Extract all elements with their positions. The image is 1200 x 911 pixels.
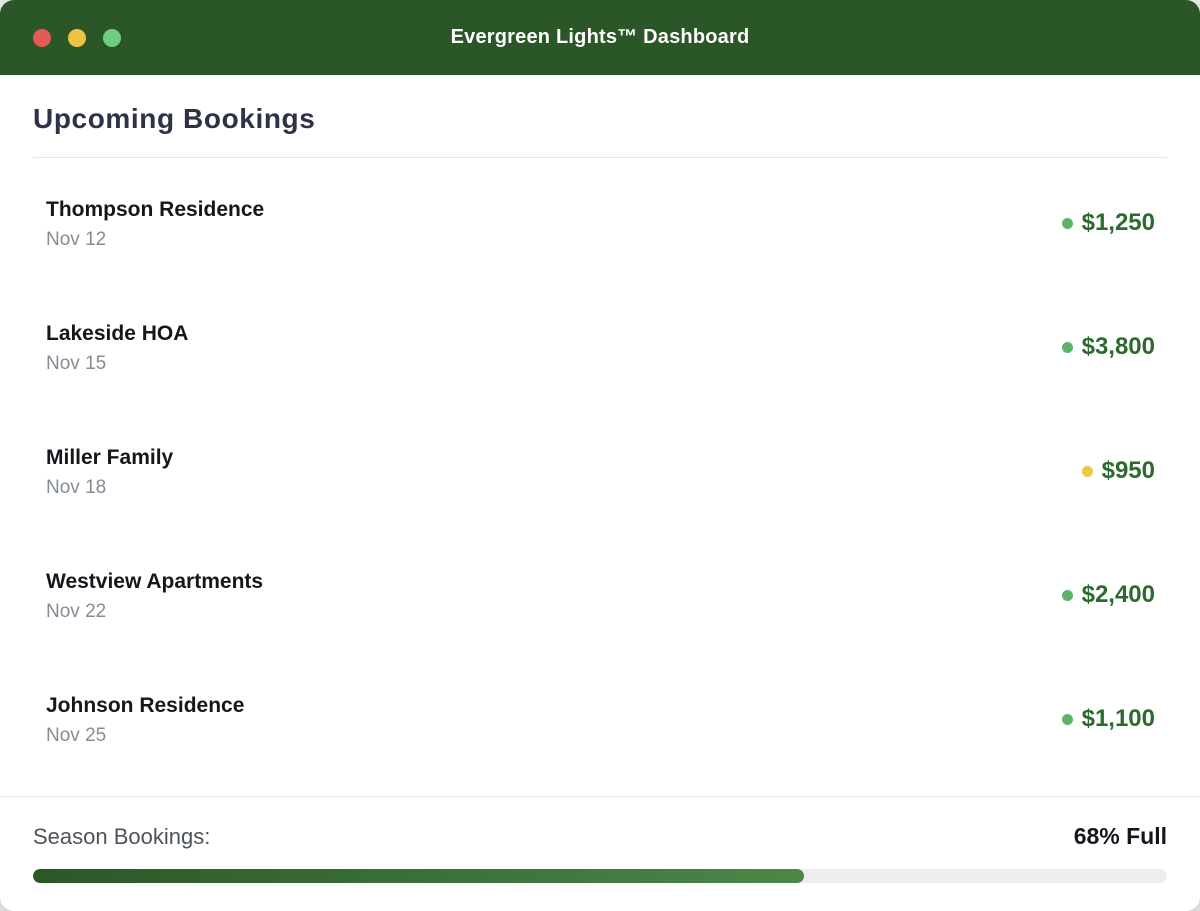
divider [33, 157, 1167, 158]
booking-date: Nov 22 [46, 600, 107, 622]
booking-list: Thompson Residence Nov 12 $1,250 Lakesid… [33, 158, 1167, 796]
window-title: Evergreen Lights™ Dashboard [450, 26, 750, 48]
booking-date: Nov 25 [46, 724, 107, 746]
booking-name: Thompson Residence [46, 197, 265, 221]
season-fill-status: 68% Full [1073, 823, 1167, 849]
traffic-lights [33, 28, 121, 47]
season-bookings-footer: Season Bookings: 68% Full [0, 796, 1200, 911]
booking-name: Johnson Residence [46, 693, 245, 717]
booking-name: Miller Family [46, 445, 174, 469]
booking-amount-wrap: $1,250 [1061, 203, 1155, 237]
booking-amount-wrap: $3,800 [1061, 327, 1155, 361]
booking-amount: $2,400 [1081, 581, 1155, 608]
booking-amount: $3,800 [1081, 333, 1155, 360]
zoom-button[interactable] [103, 28, 121, 47]
booking-date: Nov 18 [46, 476, 107, 498]
status-dot-icon [1081, 465, 1093, 477]
booking-amount-wrap: $950 [1081, 451, 1155, 485]
booking-row-lakeside[interactable]: Lakeside HOA Nov 15 $3,800 [46, 282, 1155, 406]
minimize-button[interactable] [68, 28, 86, 47]
booking-info: Westview Apartments Nov 22 [46, 562, 263, 623]
booking-amount: $1,250 [1081, 209, 1155, 236]
booking-date: Nov 12 [46, 228, 107, 250]
booking-name: Lakeside HOA [46, 321, 189, 345]
page-title: Upcoming Bookings [33, 103, 316, 134]
booking-row-johnson[interactable]: Johnson Residence Nov 25 $1,100 [46, 654, 1155, 778]
booking-row-thompson[interactable]: Thompson Residence Nov 12 $1,250 [46, 158, 1155, 282]
close-button[interactable] [33, 28, 51, 47]
booking-amount: $950 [1101, 457, 1155, 484]
booking-name: Westview Apartments [46, 569, 264, 593]
status-dot-icon [1061, 217, 1073, 229]
booking-row-miller[interactable]: Miller Family Nov 18 $950 [46, 406, 1155, 530]
booking-info: Lakeside HOA Nov 15 [46, 314, 188, 375]
booking-date: Nov 15 [46, 352, 107, 374]
booking-amount: $1,100 [1081, 705, 1155, 732]
booking-row-westview[interactable]: Westview Apartments Nov 22 $2,400 [46, 530, 1155, 654]
booking-amount-wrap: $1,100 [1061, 699, 1155, 733]
status-dot-icon [1061, 713, 1073, 725]
season-bookings-label: Season Bookings: [33, 824, 211, 849]
titlebar: Evergreen Lights™ Dashboard [0, 0, 1200, 75]
status-dot-icon [1061, 589, 1073, 601]
booking-info: Miller Family Nov 18 [46, 438, 173, 499]
footer-labels: Season Bookings: 68% Full [33, 823, 1167, 850]
status-dot-icon [1061, 341, 1073, 353]
season-progress-fill [33, 869, 805, 883]
season-progress-track [33, 869, 1167, 883]
booking-info: Thompson Residence Nov 12 [46, 190, 264, 251]
booking-info: Johnson Residence Nov 25 [46, 686, 244, 747]
main-content: Upcoming Bookings Thompson Residence Nov… [0, 75, 1200, 796]
booking-amount-wrap: $2,400 [1061, 575, 1155, 609]
